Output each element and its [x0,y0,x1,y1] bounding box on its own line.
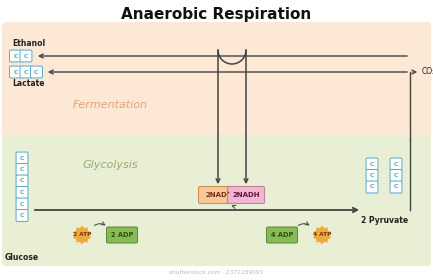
FancyBboxPatch shape [20,66,32,78]
FancyBboxPatch shape [10,50,22,62]
Text: 2NADH: 2NADH [232,192,260,198]
FancyBboxPatch shape [198,186,237,204]
Text: C: C [20,202,24,207]
FancyBboxPatch shape [107,227,138,243]
FancyBboxPatch shape [366,158,378,170]
FancyBboxPatch shape [390,181,402,193]
Text: Fermentation: Fermentation [72,100,148,110]
Polygon shape [73,225,91,244]
FancyBboxPatch shape [390,158,402,170]
Text: 2 ADP: 2 ADP [111,232,133,238]
Text: C: C [24,53,28,59]
Text: C: C [394,162,398,167]
Polygon shape [313,225,331,244]
FancyBboxPatch shape [20,50,32,62]
FancyBboxPatch shape [16,164,28,176]
Text: C: C [20,213,24,218]
FancyBboxPatch shape [2,134,431,266]
FancyBboxPatch shape [16,198,28,210]
Text: C: C [394,185,398,190]
FancyBboxPatch shape [16,209,28,221]
Text: 2 Pyruvate: 2 Pyruvate [362,216,409,225]
Text: C: C [24,69,28,74]
Text: CO₂: CO₂ [422,67,433,76]
Text: C: C [20,155,24,160]
Text: C: C [394,173,398,178]
Text: Lactate: Lactate [12,80,45,88]
FancyBboxPatch shape [2,22,431,139]
FancyBboxPatch shape [16,186,28,199]
Text: Anaerobic Respiration: Anaerobic Respiration [121,6,312,22]
Text: C: C [370,173,374,178]
Text: C: C [370,185,374,190]
FancyBboxPatch shape [366,170,378,181]
Text: C: C [13,53,18,59]
FancyBboxPatch shape [16,175,28,187]
Text: C: C [20,179,24,183]
Text: C: C [13,69,18,74]
Text: 4 ATP: 4 ATP [313,232,331,237]
FancyBboxPatch shape [16,152,28,164]
Text: 2 ATP: 2 ATP [73,232,91,237]
Text: Glycolysis: Glycolysis [82,160,138,170]
Text: C: C [370,162,374,167]
Text: Glucose: Glucose [5,253,39,262]
FancyBboxPatch shape [10,66,22,78]
Text: 4 ADP: 4 ADP [271,232,293,238]
FancyBboxPatch shape [366,181,378,193]
FancyBboxPatch shape [31,66,42,78]
Text: shutterstock.com · 2372289091: shutterstock.com · 2372289091 [169,269,264,274]
Text: C: C [20,190,24,195]
Text: 2NAD⁺: 2NAD⁺ [205,192,231,198]
Text: C: C [20,167,24,172]
FancyBboxPatch shape [227,186,265,204]
FancyBboxPatch shape [266,227,297,243]
Text: Ethanol: Ethanol [12,39,45,48]
FancyBboxPatch shape [390,170,402,181]
Text: C: C [34,69,39,74]
